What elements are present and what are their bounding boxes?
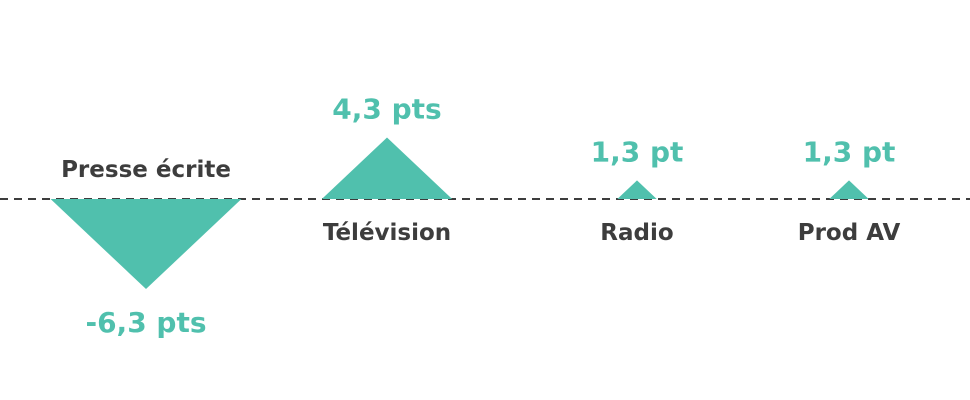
triangle-radio — [617, 180, 657, 199]
category-label-radio: Radio — [600, 220, 673, 246]
triangle-television — [321, 137, 453, 199]
value-label-presse-ecrite: -6,3 pts — [85, 306, 206, 339]
triangle-prod-av — [829, 180, 869, 199]
category-label-prod-av: Prod AV — [798, 220, 901, 246]
value-label-radio: 1,3 pt — [591, 135, 684, 168]
value-label-television: 4,3 pts — [332, 93, 441, 126]
category-label-television: Télévision — [323, 220, 451, 246]
category-label-presse-ecrite: Presse écrite — [61, 157, 231, 183]
value-label-prod-av: 1,3 pt — [803, 135, 896, 168]
triangle-presse-ecrite — [50, 199, 242, 290]
